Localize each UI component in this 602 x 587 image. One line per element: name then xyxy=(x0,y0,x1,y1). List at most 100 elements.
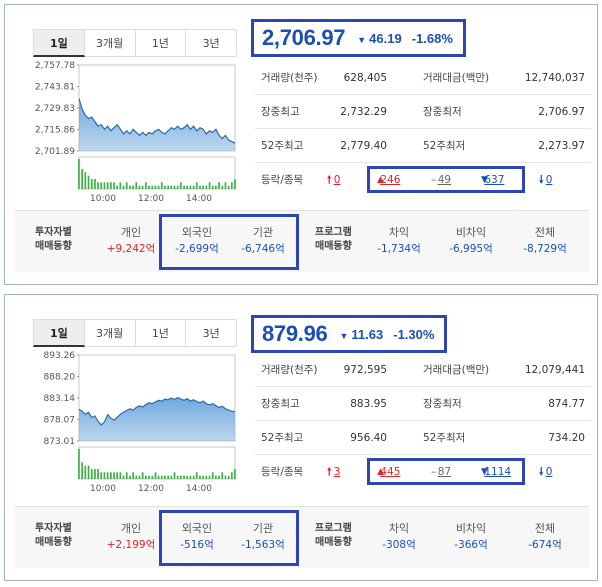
dash-icon: – xyxy=(431,174,437,186)
up-count[interactable]: 445 xyxy=(380,466,401,478)
volume-bar xyxy=(227,185,230,189)
tab-3year[interactable]: 3년 xyxy=(186,319,237,347)
x-tick-label: 10:00 xyxy=(90,194,116,204)
limit-down-count[interactable]: 0 xyxy=(545,466,553,478)
limit-up-count[interactable]: 0 xyxy=(333,174,341,186)
trading-trends: 투자자별 매매동향 개인 +2,199억 외국인 -516억 기관 -1,563… xyxy=(15,506,589,568)
index-price: 2,706.97 xyxy=(262,25,346,50)
tab-1day[interactable]: 1일 xyxy=(33,29,85,57)
highlight-box xyxy=(159,214,299,270)
program-non-arbitrage: 비차익 -6,995억 xyxy=(439,224,503,258)
investor-foreign: 외국인 -2,699억 xyxy=(165,224,229,258)
intraday-chart-svg: 893.26 888.20 883.14 878.07 873.01 10:00 12:00… xyxy=(44,351,236,494)
col-header: 기관 xyxy=(252,522,274,535)
y-tick-label: 2,757.78 xyxy=(35,61,75,71)
volume-bar xyxy=(221,185,224,189)
col-header: 전체 xyxy=(534,226,556,239)
stat-value: 956.40 xyxy=(350,432,387,444)
volume-bar xyxy=(170,185,173,189)
x-tick-label: 14:00 xyxy=(186,484,212,494)
program-arbitrage: 차익 -1,734억 xyxy=(367,224,431,258)
up-triangle-icon: ▲ xyxy=(377,175,384,185)
volume-bar xyxy=(173,472,176,479)
col-value: -8,729억 xyxy=(523,243,567,255)
volume-bar xyxy=(97,182,99,189)
y-tick-label: 878.07 xyxy=(44,416,76,426)
volume-bar xyxy=(218,182,220,189)
volume-bar xyxy=(183,185,185,189)
stat-label: 거래량(천주) xyxy=(261,364,318,376)
volume-bar xyxy=(129,475,131,479)
volume-bar xyxy=(135,182,138,189)
volume-bar xyxy=(110,182,112,189)
tab-1day[interactable]: 1일 xyxy=(33,319,85,347)
arrow-down-icon: 🠗 xyxy=(539,174,544,186)
stat-value: 12,740,037 xyxy=(524,72,585,84)
col-header: 차익 xyxy=(388,522,410,535)
y-tick-label: 2,715.86 xyxy=(35,126,75,136)
tab-3month[interactable]: 3개월 xyxy=(84,319,136,347)
stat-value: 2,779.40 xyxy=(340,140,387,152)
down-count[interactable]: 637 xyxy=(484,174,505,186)
x-tick-label: 10:00 xyxy=(90,484,116,494)
stat-value: 2,732.29 xyxy=(340,106,387,118)
stat-label: 52주최고 xyxy=(261,140,304,152)
tab-1year[interactable]: 1년 xyxy=(135,29,187,57)
col-header: 비차익 xyxy=(455,522,487,535)
volume-bar xyxy=(167,475,169,479)
volume-bar xyxy=(110,472,112,479)
index-panel-kosdaq: 1일 3개월 1년 3년 893.26 888.20 883.14 878.07 873… xyxy=(4,294,598,581)
volume-bar xyxy=(180,182,182,189)
limit-down-count[interactable]: 0 xyxy=(545,174,553,186)
flat-count[interactable]: 49 xyxy=(437,174,452,186)
x-tick-label: 12:00 xyxy=(138,484,164,494)
arrow-up-icon: 🠕 xyxy=(327,174,332,186)
stat-value: 2,273.97 xyxy=(538,140,585,152)
col-value: +9,242억 xyxy=(106,243,156,255)
col-header: 개인 xyxy=(120,226,142,239)
volume-bar xyxy=(186,185,189,189)
col-value: -366억 xyxy=(454,539,488,551)
col-header: 외국인 xyxy=(181,226,213,239)
stat-value: 12,079,441 xyxy=(524,364,585,376)
volume-bar xyxy=(106,472,109,479)
tab-1year[interactable]: 1년 xyxy=(135,319,187,347)
volume-bar xyxy=(148,475,150,479)
label-line: 프로그램 xyxy=(315,227,352,238)
stat-label: 장중최저 xyxy=(423,398,462,410)
volume-bar xyxy=(154,185,157,189)
volume-bar xyxy=(224,182,227,189)
volume-bar xyxy=(202,185,204,189)
volume-bar xyxy=(87,175,90,189)
volume-bar xyxy=(176,185,179,189)
x-tick-label: 14:00 xyxy=(186,194,212,204)
volume-bar xyxy=(119,182,122,189)
limit-up-count[interactable]: 3 xyxy=(333,466,341,478)
program-total: 전체 -8,729억 xyxy=(513,224,577,258)
volume-bar xyxy=(132,472,134,479)
index-change: ▼ 46.19 xyxy=(357,31,401,46)
stats-row-volume: 거래량(천주) 972,595 거래대금(백만) 12,079,441 xyxy=(255,353,591,387)
flat-count[interactable]: 87 xyxy=(437,466,452,478)
down-triangle-icon: ▼ xyxy=(481,467,488,477)
tab-3month[interactable]: 3개월 xyxy=(84,29,136,57)
up-count[interactable]: 246 xyxy=(380,174,401,186)
volume-bar xyxy=(227,475,230,479)
index-quote: 2,706.97 ▼ 46.19 -1.68% xyxy=(251,19,466,57)
label-line: 투자자별 xyxy=(35,523,72,534)
limit-up-group: 🠕 0 xyxy=(327,163,340,197)
index-change-value: 11.63 xyxy=(351,326,384,342)
volume-bar xyxy=(231,472,233,479)
investor-trend-label: 투자자별 매매동향 xyxy=(35,522,72,550)
advance-decline-label: 등락/종목 xyxy=(261,174,304,186)
tab-3year[interactable]: 3년 xyxy=(186,29,237,57)
label-line: 매매동향 xyxy=(35,537,72,548)
program-non-arbitrage: 비차익 -366억 xyxy=(439,520,503,554)
volume-bar xyxy=(84,465,87,479)
investor-trend-label: 투자자별 매매동향 xyxy=(35,226,72,254)
stat-value: 883.95 xyxy=(350,398,387,410)
volume-bar xyxy=(211,185,214,189)
volume-bar xyxy=(116,472,118,479)
limit-down-group: 🠗 0 xyxy=(539,163,552,197)
down-count[interactable]: 1114 xyxy=(484,466,512,478)
